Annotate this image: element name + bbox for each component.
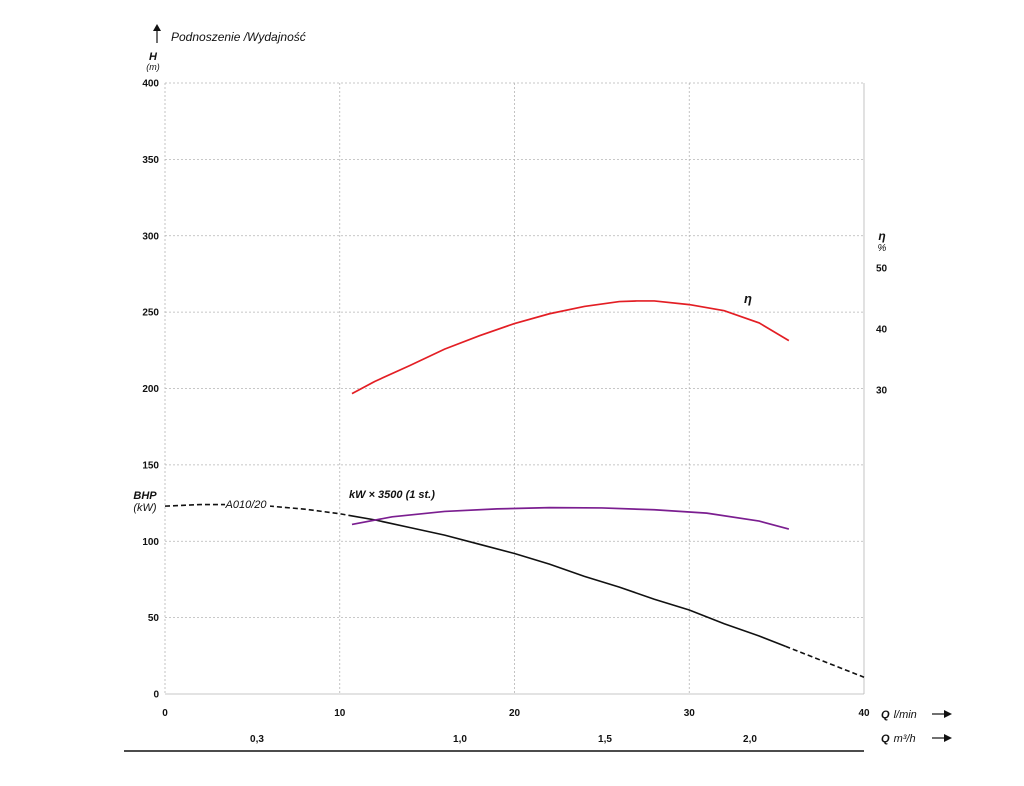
y-tick-label: 100 xyxy=(142,537,159,548)
eta-axis-label: η xyxy=(878,229,885,243)
x-axis-arrow-icon xyxy=(944,710,952,718)
head-curve-solid xyxy=(348,514,786,648)
eta-tick-label: 30 xyxy=(876,386,888,397)
y-tick-label: 150 xyxy=(142,460,159,471)
efficiency-curve-label: η xyxy=(744,291,752,306)
x-axis-arrow-icon xyxy=(944,734,952,742)
eta-tick-label: 40 xyxy=(876,325,888,336)
x-tick-label: 30 xyxy=(684,708,696,719)
chart-title: Podnoszenie /Wydajność xyxy=(171,30,306,44)
head-curve-label: A010/20 xyxy=(225,499,268,511)
power-curve-label: kW × 3500 (1 st.) xyxy=(349,489,435,501)
y-axis-arrow-icon xyxy=(153,24,161,31)
m3h-tick-label: 1,0 xyxy=(453,734,467,745)
y-tick-label: 350 xyxy=(142,155,159,166)
eta-axis-unit: % xyxy=(878,243,887,254)
m3h-tick-label: 0,3 xyxy=(250,734,264,745)
x-tick-label: 20 xyxy=(509,708,521,719)
y-tick-label: 400 xyxy=(142,79,159,90)
y-tick-label: 300 xyxy=(142,231,159,242)
x-tick-label: 40 xyxy=(858,708,870,719)
x-tick-label: 10 xyxy=(334,708,346,719)
labels: 0 50 100 150 200 250 300 350 400 0 10 20 30 40 0,3 1,0 1… xyxy=(133,24,952,745)
x-tick-label: 0 xyxy=(162,708,168,719)
efficiency-curve xyxy=(351,300,790,395)
m3h-tick-label: 2,0 xyxy=(743,734,757,745)
grid-lines xyxy=(165,82,864,694)
bhp-axis-label: BHP xyxy=(133,490,157,502)
y-tick-label: 0 xyxy=(153,690,159,701)
y-tick-label: 250 xyxy=(142,308,159,319)
head-curve-dashed xyxy=(785,645,865,678)
y-tick-label: 200 xyxy=(142,384,159,395)
power-curve xyxy=(351,506,790,530)
head-label-bg xyxy=(225,497,270,511)
y-axis-unit: (m) xyxy=(146,62,160,72)
eta-tick-label: 50 xyxy=(876,264,888,275)
m3h-tick-label: 1,5 xyxy=(598,734,612,745)
bhp-axis-unit: (kW) xyxy=(133,502,157,514)
plot-frame xyxy=(124,83,865,752)
y-tick-label: 50 xyxy=(148,613,160,624)
y-axis-label: H xyxy=(149,51,158,63)
